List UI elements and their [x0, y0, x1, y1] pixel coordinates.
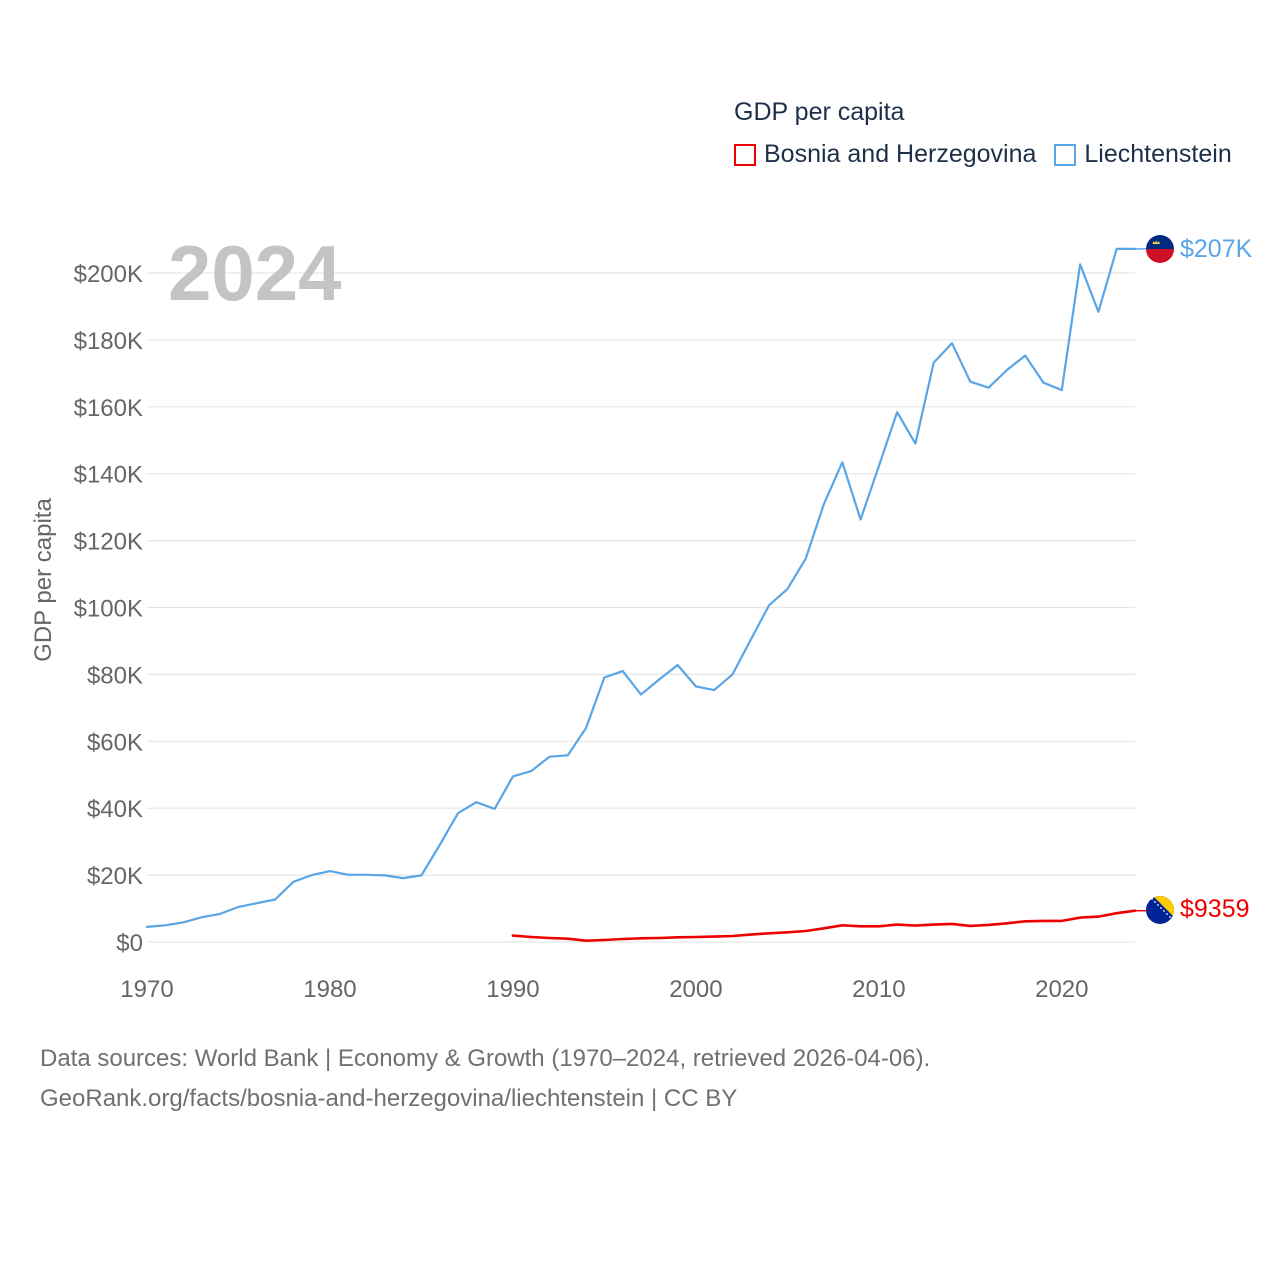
y-tick-label: $80K [87, 662, 143, 689]
end-label-liechtenstein: $207K [1180, 235, 1253, 263]
legend-label-liechtenstein: Liechtenstein [1084, 140, 1232, 168]
y-tick-label: $0 [116, 930, 143, 957]
series-endpoints: $207K $9359 [1146, 235, 1253, 924]
y-tick-label: $120K [74, 529, 143, 556]
y-tick-label: $140K [74, 462, 143, 489]
y-tick-label: $200K [74, 261, 143, 288]
x-axis-ticks: 1970 1980 1990 2000 2010 2020 [120, 976, 1088, 1003]
y-tick-label: $60K [87, 729, 143, 756]
x-tick-label: 2020 [1035, 976, 1088, 1003]
legend-label-bosnia: Bosnia and Herzegovina [764, 140, 1037, 168]
legend-item-liechtenstein[interactable]: Liechtenstein [1054, 140, 1232, 169]
liechtenstein-flag-icon [1146, 235, 1174, 263]
y-tick-label: $40K [87, 796, 143, 823]
y-tick-label: $160K [74, 395, 143, 422]
year-watermark: 2024 [168, 229, 342, 317]
y-axis-label: GDP per capita [30, 498, 57, 662]
legend-swatch-liechtenstein [1054, 143, 1077, 166]
y-tick-label: $100K [74, 596, 143, 623]
x-tick-label: 1980 [303, 976, 356, 1003]
legend-swatch-bosnia [734, 143, 756, 166]
y-tick-label: $180K [74, 328, 143, 355]
series-line-liechtenstein[interactable] [145, 247, 1137, 929]
legend-item-bosnia[interactable]: Bosnia and Herzegovina [734, 140, 1036, 169]
x-tick-label: 1990 [486, 976, 539, 1003]
x-tick-label: 2010 [852, 976, 905, 1003]
bosnia-flag-icon [1146, 896, 1174, 924]
grid-lines [147, 272, 1135, 943]
legend: Bosnia and Herzegovina Liechtenstein [734, 140, 1250, 169]
legend-title: GDP per capita [734, 98, 905, 126]
y-axis-ticks: $0 $20K $40K $60K $80K $100K $120K $140K $160K $1… [74, 261, 143, 957]
source-url-text[interactable]: GeoRank.org/facts/bosnia-and-herzegovina… [40, 1085, 738, 1112]
data-source-text: Data sources: World Bank | Economy & Gro… [40, 1045, 931, 1072]
x-tick-label: 2000 [669, 976, 722, 1003]
x-tick-label: 1970 [120, 976, 173, 1003]
series-line-bosnia[interactable] [511, 909, 1137, 943]
y-tick-label: $20K [87, 863, 143, 890]
end-label-bosnia: $9359 [1180, 895, 1250, 923]
data-series [145, 247, 1146, 943]
